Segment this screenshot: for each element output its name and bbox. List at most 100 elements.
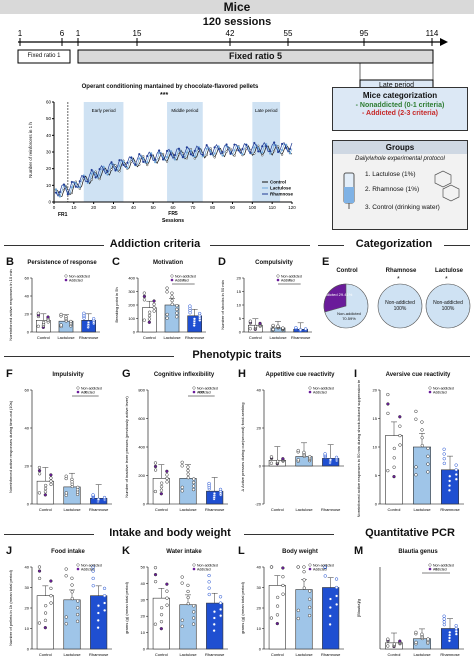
data-point	[153, 572, 158, 577]
y-tick-label: 0	[259, 647, 262, 652]
legend-swatch	[428, 567, 432, 571]
panel-letter: J	[6, 545, 13, 557]
y-tick-label: 300	[128, 289, 135, 294]
bottle-icon	[343, 172, 355, 209]
data-point	[96, 604, 101, 608]
series-point	[280, 142, 284, 146]
data-point	[398, 415, 402, 419]
data-point	[64, 314, 68, 319]
panel-title: Body weight	[282, 549, 318, 555]
x-tick-label: Rhamnose	[205, 652, 225, 657]
data-point	[334, 585, 339, 590]
panel-letter: H	[238, 368, 246, 380]
data-point	[276, 324, 280, 328]
data-point	[159, 620, 164, 624]
series-point	[253, 146, 256, 149]
x-tick-label: Lactulose	[413, 507, 431, 512]
y-tick-label: 20	[25, 312, 30, 317]
data-point	[70, 576, 74, 580]
data-point	[328, 605, 332, 610]
fixed-ratio-5-label: Fixed ratio 5	[228, 51, 282, 61]
bar	[36, 595, 54, 650]
panel-letter: L	[238, 545, 245, 557]
panel-letter: F	[6, 368, 13, 380]
y-axis-label: Noreinforced active responses during tim…	[8, 400, 13, 493]
late-period-label: Late period	[378, 82, 415, 89]
series-point	[138, 157, 141, 160]
x-tick-label: 110	[269, 205, 277, 210]
data-point	[447, 639, 452, 643]
section-rule	[4, 356, 174, 357]
data-point	[302, 565, 306, 569]
data-point	[64, 615, 68, 619]
data-point	[269, 616, 274, 620]
timeline-tick-label: 95	[360, 29, 369, 38]
x-tick-label: Rhamnose	[89, 507, 109, 512]
y-tick-label: 10	[257, 626, 262, 631]
panel-chart: grams (g) (mean total period) 0 10 20 30 40 50…	[124, 563, 228, 657]
panel-chart: Number of shocks in 50 min 0 5 10 15 20 Contro…	[220, 274, 312, 340]
series-point	[58, 190, 62, 194]
data-point	[175, 315, 179, 319]
data-point	[271, 323, 275, 328]
data-point	[188, 304, 192, 308]
y-axis-label: Number of shocks in 50 min	[220, 280, 225, 330]
y-tick-label: 15	[373, 416, 378, 421]
data-point	[165, 476, 169, 480]
series-point	[193, 157, 196, 160]
panel-title: Compulsivity	[255, 260, 293, 266]
series-point	[165, 155, 169, 159]
data-point	[64, 474, 68, 478]
y-tick-label: 20	[257, 606, 262, 611]
data-point	[334, 455, 339, 460]
y-axis-label: Number of inactive lever presses (previo…	[124, 396, 129, 498]
data-point	[398, 443, 402, 447]
data-point	[296, 458, 300, 462]
section-quantitative-pcr: Quantitative PCR	[365, 527, 455, 539]
data-point	[276, 595, 280, 600]
data-point	[96, 611, 100, 615]
legend-swatch	[192, 386, 196, 390]
pie-lactulose-nonaddicted	[425, 283, 471, 329]
series-point	[146, 163, 149, 167]
data-point	[308, 589, 312, 593]
pie-title-lactulose: Lactulose	[434, 268, 463, 274]
sig-marker: *	[435, 568, 437, 574]
data-point	[212, 616, 216, 620]
period-label: Early period	[92, 108, 117, 113]
x-tick-label: Lactulose	[63, 507, 81, 512]
data-point	[302, 578, 306, 582]
data-point	[298, 328, 303, 332]
y-tick-label: 10	[141, 630, 146, 635]
y-tick-label: 50	[46, 116, 52, 121]
y-tick-label: 40	[257, 565, 262, 570]
pie-sig-rhamnose: *	[397, 276, 400, 283]
data-point	[386, 411, 390, 416]
panel-M: M Blautia genus [Blautia]/g Control Lactulos…	[354, 545, 470, 663]
data-point	[37, 465, 42, 470]
x-tick-label: Rhamnose	[321, 652, 341, 657]
series-point	[261, 154, 264, 157]
y-tick-label: 0	[133, 330, 136, 335]
legend-swatch	[276, 278, 280, 282]
x-axis-label: Sessions	[162, 218, 184, 224]
y-axis-label: Δ Active presses during cue(second) food…	[240, 403, 245, 492]
data-point	[153, 489, 158, 494]
data-point	[153, 566, 158, 570]
panel-title: Persistence of response	[27, 260, 97, 266]
data-point	[96, 618, 100, 623]
data-point	[442, 617, 446, 621]
legend-label: Non-addicted	[81, 563, 102, 567]
data-point	[159, 485, 164, 489]
data-point	[165, 469, 169, 473]
data-point	[281, 592, 285, 596]
series-point	[273, 149, 276, 153]
series-point	[86, 180, 89, 183]
data-point	[91, 565, 95, 569]
data-point	[269, 565, 274, 569]
series-point	[62, 183, 66, 186]
data-point	[448, 630, 452, 634]
data-point	[414, 630, 418, 634]
y-tick-label: 0	[27, 330, 30, 335]
data-point	[165, 316, 169, 320]
